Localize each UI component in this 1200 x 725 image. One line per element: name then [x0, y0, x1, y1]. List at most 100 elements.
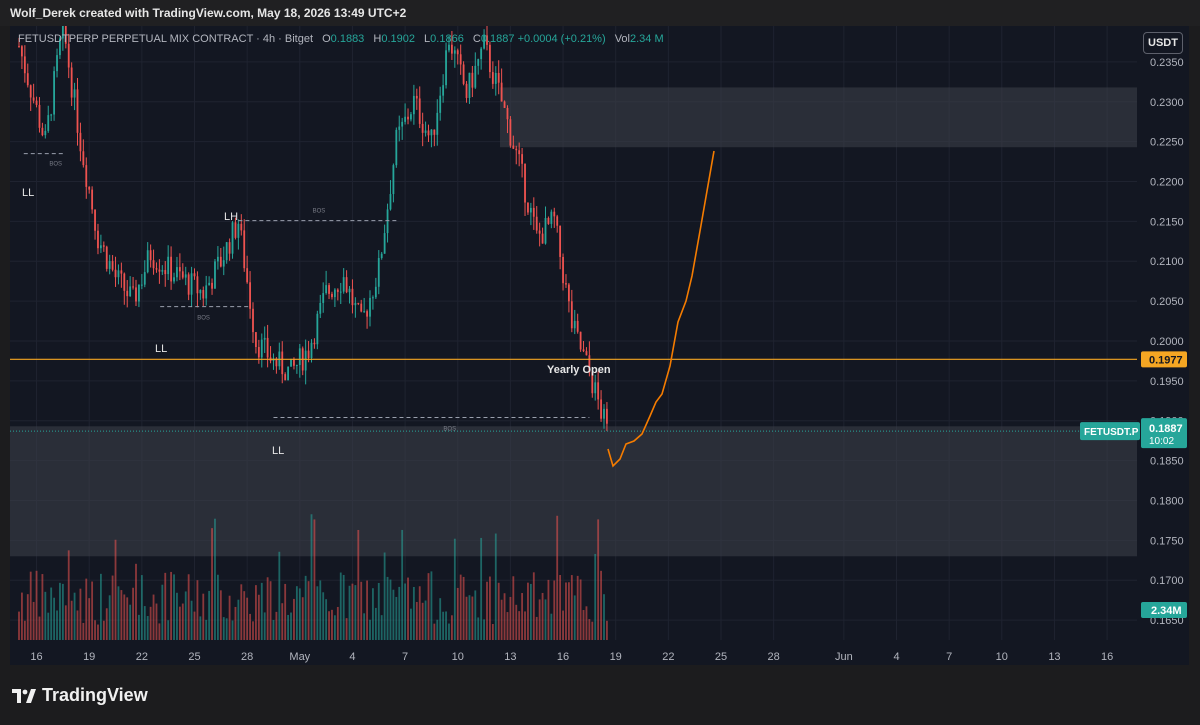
candle-body — [331, 293, 333, 298]
yearly-open-price-text: 0.1977 — [1149, 354, 1183, 366]
candle-body — [105, 246, 108, 269]
bos-label: BOS — [197, 316, 210, 322]
candle-body — [152, 260, 155, 269]
volume-bar — [567, 582, 570, 640]
volume-bar — [228, 595, 231, 640]
volume-bar — [360, 581, 363, 640]
volume-bar — [108, 595, 111, 640]
volume-bar — [363, 613, 366, 640]
volume-bar — [582, 610, 585, 640]
candle-body — [293, 358, 295, 366]
candle-body — [187, 274, 190, 295]
candle-body — [132, 286, 134, 288]
candle-body — [573, 320, 576, 329]
volume-bar — [450, 615, 453, 640]
volume-bar — [474, 590, 477, 640]
volume-bar — [550, 613, 553, 640]
candle-body — [246, 268, 249, 283]
candle-body — [474, 65, 477, 88]
candle-body — [222, 260, 225, 267]
last-price-text: 0.1887 — [1149, 423, 1183, 435]
price-tick: 0.1950 — [1150, 376, 1184, 388]
volume-bar — [606, 620, 608, 640]
volume-bar — [234, 606, 237, 640]
brand[interactable]: TradingView — [12, 685, 148, 706]
candle-body — [184, 274, 187, 278]
volume-bar — [99, 573, 102, 640]
volume-bar — [184, 591, 187, 640]
time-tick: 25 — [715, 651, 727, 663]
candle-body — [480, 48, 483, 60]
volume-bar — [532, 572, 535, 640]
candle-body — [579, 331, 582, 350]
time-tick: 28 — [241, 651, 253, 663]
volume-bar — [35, 570, 38, 640]
time-tick: 16 — [30, 651, 42, 663]
candle-body — [307, 350, 310, 359]
volume-bar — [231, 620, 234, 640]
candle-body — [407, 116, 409, 120]
credit-text: Wolf_Derek created with TradingView.com,… — [10, 6, 407, 20]
volume-bar — [32, 601, 35, 640]
candle-body — [328, 285, 330, 294]
candle-body — [181, 271, 184, 278]
chart-area[interactable]: BOS BOS BOS BOS LL LH LL LL Yearly Open 0.2350 0.2… — [10, 26, 1189, 665]
candle-body — [304, 350, 307, 371]
volume-bar — [173, 574, 175, 640]
structure-annotations — [23, 153, 590, 419]
candle-body — [366, 311, 368, 317]
volume-bar — [152, 594, 155, 640]
price-tick: 0.2300 — [1150, 97, 1184, 109]
candle-body — [606, 408, 608, 424]
volume-bar — [570, 575, 573, 640]
candle-body — [567, 284, 570, 302]
volume-bar — [216, 574, 219, 640]
candle-body — [255, 332, 257, 348]
currency-button[interactable]: USDT — [1143, 32, 1183, 54]
candle-body — [108, 261, 111, 269]
volume-bar — [524, 611, 526, 640]
volume-bar — [459, 574, 462, 640]
brand-name: TradingView — [42, 685, 148, 705]
candle-body — [430, 129, 433, 136]
volume-bar — [240, 584, 243, 640]
volume-bar — [117, 586, 120, 640]
volume-bar — [79, 588, 82, 640]
volume-bar — [345, 618, 348, 640]
candle-body — [249, 282, 251, 309]
candle-body — [275, 358, 278, 367]
candle-body — [562, 256, 564, 284]
symbol-title[interactable]: FETUSDTPERP PERPETUAL MIX CONTRACT · 4h … — [18, 33, 314, 45]
volume-bar — [509, 596, 512, 640]
volume-bar — [333, 615, 336, 640]
candle-body — [319, 302, 322, 314]
high-label: H — [373, 33, 382, 45]
time-tick: Jun — [835, 651, 853, 663]
candle-body — [111, 261, 114, 270]
candle-body — [465, 83, 468, 98]
volume-bar — [421, 602, 424, 640]
candle-body — [459, 54, 462, 65]
volume-bar — [290, 612, 292, 640]
volume-bar — [462, 576, 465, 640]
candle-body — [527, 202, 529, 213]
volume-bar — [246, 597, 249, 640]
candle-body — [240, 223, 243, 231]
candle-body — [500, 82, 503, 102]
volume-bar — [351, 583, 354, 640]
volume-bar — [85, 578, 88, 640]
volume-bar — [600, 570, 602, 640]
volume-bar — [398, 586, 401, 640]
chart-legend: FETUSDTPERP PERPETUAL MIX CONTRACT · 4h … — [18, 33, 664, 45]
volume-bar — [544, 599, 547, 640]
candle-body — [173, 277, 175, 282]
time-tick: 4 — [349, 651, 355, 663]
time-tick: 19 — [83, 651, 95, 663]
candle-body — [161, 270, 164, 272]
candle-body — [427, 130, 430, 136]
volume-bar — [146, 616, 149, 640]
candle-body — [383, 233, 386, 254]
price-tick: 0.2200 — [1150, 176, 1184, 188]
structure-label: LH — [224, 211, 238, 223]
